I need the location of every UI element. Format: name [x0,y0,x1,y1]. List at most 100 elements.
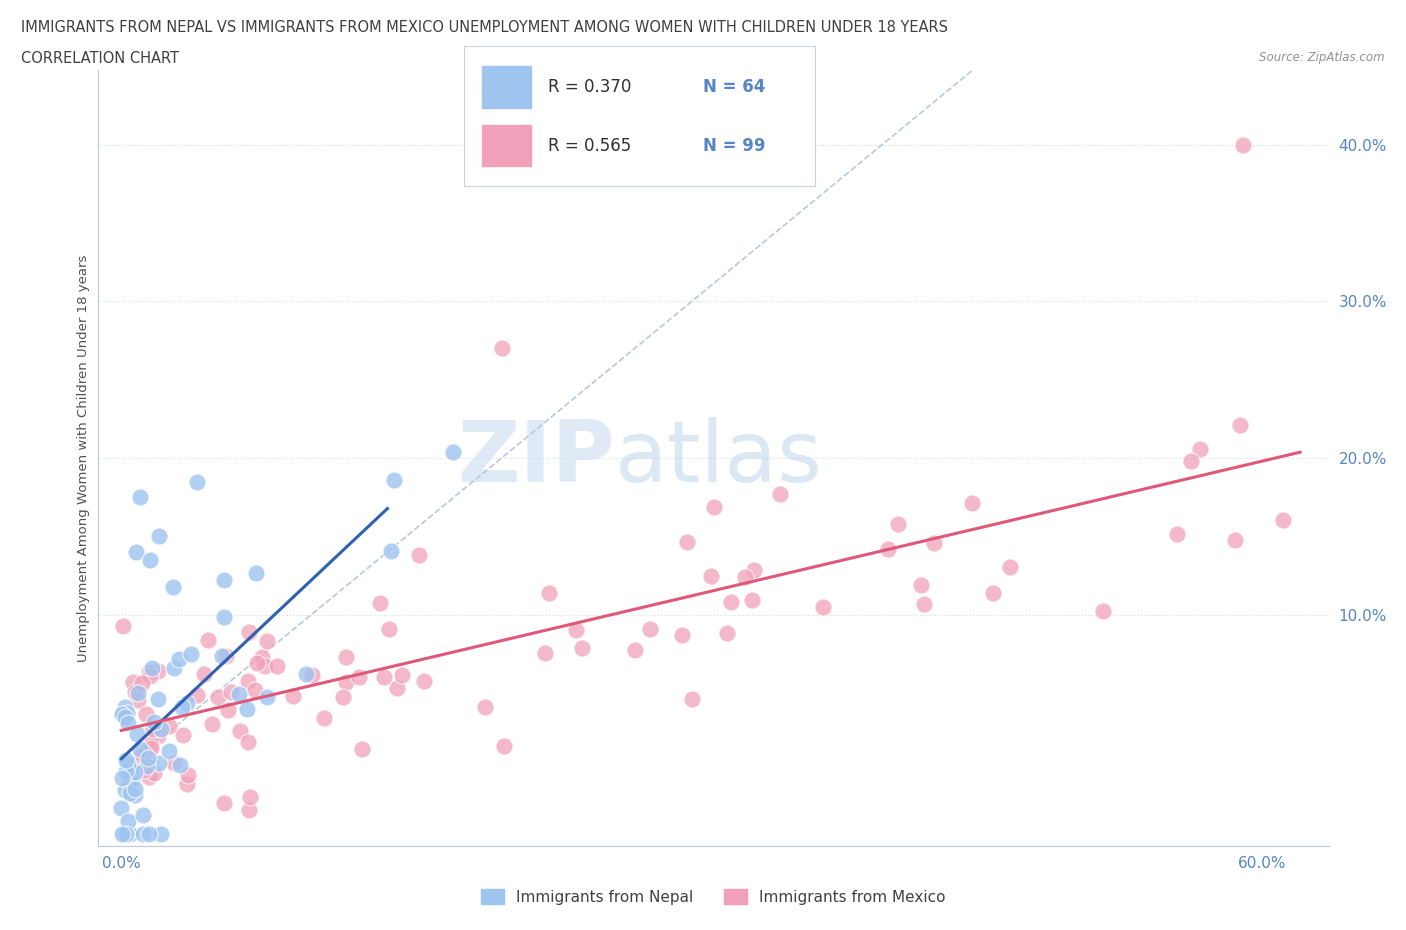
Point [115,706,138,721]
Point [162,579,184,594]
Point [157,744,180,759]
Point [121,674,143,689]
Point [125,545,148,560]
Point [112,707,135,722]
Point [110,800,132,815]
Point [1189,442,1212,457]
Point [716,625,738,640]
Point [1180,454,1202,469]
Point [238,803,260,817]
Point [239,790,262,804]
Point [373,670,395,684]
Point [142,765,165,780]
Point [135,707,157,722]
Point [441,445,464,459]
Point [138,751,160,765]
Point [254,658,277,673]
Point [960,496,983,511]
Point [186,474,208,489]
Point [408,548,430,563]
Point [1232,138,1254,153]
Point [134,746,156,761]
Point [143,715,166,730]
Point [112,709,135,724]
Point [352,741,374,756]
Point [138,827,160,842]
Point [157,718,180,733]
Point [217,703,239,718]
Point [1330,432,1353,447]
Point [491,341,513,356]
Point [981,585,1004,600]
Legend: Immigrants from Nepal, Immigrants from Mexico: Immigrants from Nepal, Immigrants from M… [474,881,953,912]
Point [163,755,186,770]
Point [131,807,153,822]
Point [876,542,898,557]
Point [180,646,202,661]
Point [127,685,149,700]
Point [676,534,699,549]
Point [186,687,208,702]
Point [134,763,156,777]
Point [245,656,267,671]
Point [312,711,335,725]
Point [571,641,593,656]
Point [124,788,146,803]
Point [281,688,304,703]
Point [114,710,136,724]
Point [121,773,143,788]
Point [228,724,250,738]
Text: Source: ZipAtlas.com: Source: ZipAtlas.com [1260,51,1385,64]
Point [149,722,172,737]
Y-axis label: Unemployment Among Women with Children Under 18 years: Unemployment Among Women with Children U… [77,254,90,662]
Point [1166,527,1188,542]
Point [378,621,401,636]
Point [115,752,138,767]
Point [922,536,945,551]
Point [163,660,186,675]
Point [1272,512,1295,527]
Point [148,691,170,706]
Point [413,673,436,688]
Point [148,728,170,743]
Point [741,593,763,608]
Point [141,660,163,675]
Text: N = 99: N = 99 [703,137,765,154]
Point [111,707,134,722]
Point [256,634,278,649]
Point [139,669,162,684]
Point [734,570,756,585]
Point [142,722,165,737]
Point [266,658,288,673]
Point [120,763,142,777]
Point [115,827,138,842]
Point [114,764,136,778]
Point [215,648,238,663]
Point [238,624,260,639]
Point [533,645,555,660]
Point [228,686,250,701]
Point [177,767,200,782]
Point [391,668,413,683]
Point [537,586,560,601]
Point [139,552,162,567]
Point [125,726,148,741]
Point [193,667,215,682]
Text: ZIP: ZIP [457,417,616,499]
Point [998,560,1021,575]
Point [169,758,191,773]
Point [129,490,152,505]
Point [638,621,661,636]
Point [176,777,198,791]
Point [131,675,153,690]
Text: N = 64: N = 64 [703,78,765,96]
Point [252,650,274,665]
Point [114,699,136,714]
Point [380,543,402,558]
FancyBboxPatch shape [481,125,531,166]
Point [139,741,162,756]
Point [245,683,267,698]
Point [699,568,721,583]
Point [129,741,152,756]
Point [1091,604,1114,618]
